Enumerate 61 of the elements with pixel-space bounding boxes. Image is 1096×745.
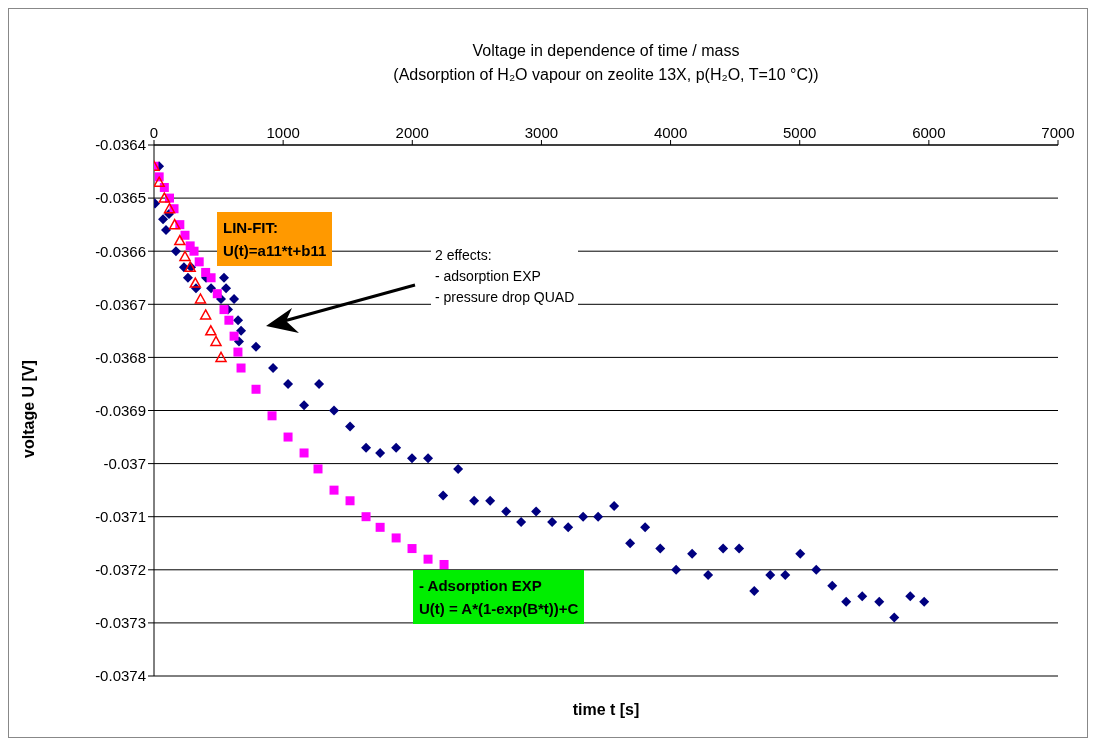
x-tick-label: 7000 <box>1041 124 1075 141</box>
chart-title: Voltage in dependence of time / mass <box>471 41 741 61</box>
point <box>168 218 181 230</box>
point <box>205 325 217 336</box>
point <box>194 293 207 304</box>
point <box>283 432 293 442</box>
y-tick-label: -0.0364 <box>95 136 146 154</box>
y-tick-label: -0.0366 <box>95 242 146 260</box>
point <box>163 202 176 214</box>
point <box>229 331 239 341</box>
annotation: - Adsorption EXP U(t) = A*(1-exp(B*t))+C <box>413 570 585 624</box>
y-tick-label: -0.0372 <box>95 561 146 579</box>
point <box>407 544 417 554</box>
point <box>206 273 216 283</box>
x-tick-label: 1000 <box>266 124 300 141</box>
x-axis-title: time t [s] <box>571 701 641 719</box>
point <box>423 554 433 564</box>
point <box>439 559 449 569</box>
point <box>179 250 191 262</box>
y-tick-label: -0.0368 <box>95 348 146 366</box>
point <box>224 315 234 325</box>
y-tick-label: -0.0367 <box>95 295 146 313</box>
point <box>299 448 309 458</box>
point <box>236 363 246 373</box>
annotation: LIN-FIT: U(t)=a11*t+b11 <box>217 212 333 266</box>
y-tick-label: -0.0365 <box>95 189 146 207</box>
point <box>329 485 339 495</box>
x-tick-label: 5000 <box>783 124 817 141</box>
y-tick-label: -0.0374 <box>95 667 146 685</box>
y-tick-label: -0.0369 <box>95 401 146 419</box>
x-tick-label: 4000 <box>653 124 688 141</box>
point <box>189 277 202 288</box>
point <box>251 384 261 394</box>
point <box>219 305 229 315</box>
x-tick-label: 2000 <box>395 124 429 141</box>
y-tick-label: -0.037 <box>103 454 146 472</box>
point <box>375 522 385 532</box>
y-tick-label: -0.0373 <box>95 614 146 632</box>
point <box>215 351 227 363</box>
point <box>210 335 222 347</box>
y-tick-label: -0.0371 <box>95 508 146 526</box>
point <box>154 176 165 187</box>
point <box>189 246 199 256</box>
point <box>212 289 222 299</box>
point <box>233 347 243 357</box>
point <box>267 411 277 421</box>
point <box>345 496 355 506</box>
point <box>158 192 171 203</box>
point <box>361 512 371 522</box>
point <box>194 257 204 267</box>
annotation: 2 effects: - adsorption EXP - pressure drop QUAD <box>431 245 579 308</box>
point <box>180 230 190 240</box>
point <box>391 533 401 543</box>
x-tick-label: 3000 <box>524 124 559 141</box>
chart-subtitle: (Adsorption of H₂O vapour on zeolite 13X, p(H₂O, T=10 °C)) <box>392 65 820 85</box>
point <box>313 464 323 474</box>
point <box>199 309 212 320</box>
x-tick-label: 6000 <box>912 124 946 141</box>
y-axis-title: voltage U [V] <box>20 360 38 458</box>
point <box>174 234 186 246</box>
x-tick-label: 0 <box>149 124 159 141</box>
